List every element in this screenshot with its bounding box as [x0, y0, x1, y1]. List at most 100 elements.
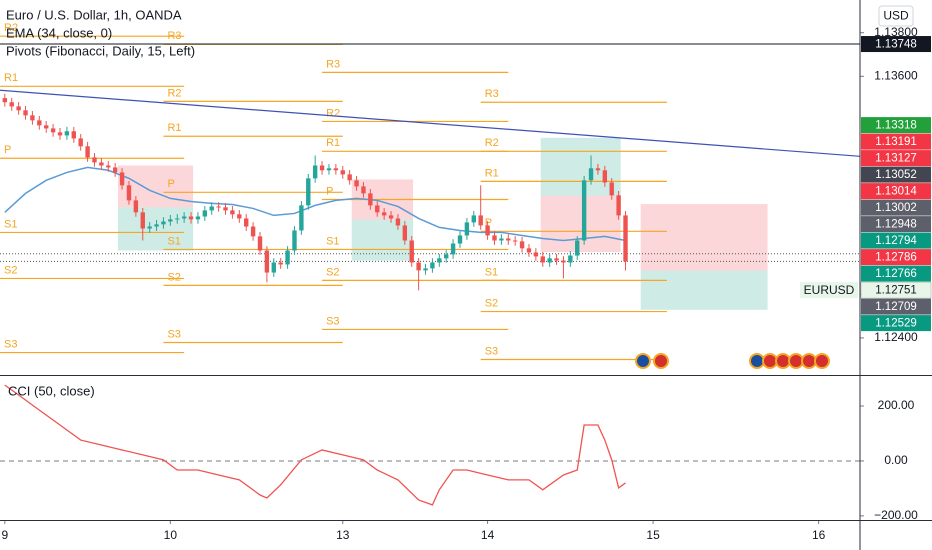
- price-tag: [861, 315, 931, 332]
- candle-body: [547, 258, 552, 263]
- candle-body: [299, 205, 304, 231]
- price-tag-label: 1.13127: [875, 153, 917, 165]
- price-tag: [861, 249, 931, 266]
- candle-body: [9, 102, 14, 107]
- candle-body: [533, 252, 539, 257]
- pivot-label: R2: [485, 137, 499, 149]
- pivot-label: R1: [326, 137, 340, 149]
- event-icon[interactable]: [762, 353, 778, 369]
- candle-body: [78, 138, 83, 147]
- cci-legend: CCI (50, close): [8, 383, 95, 398]
- cci-pane: −200.00 0.00 200.00: [0, 384, 918, 522]
- price-tag: [861, 265, 931, 282]
- price-tag-label: 1.13748: [875, 39, 917, 51]
- price-tag-label: 1.12766: [875, 268, 917, 280]
- pivot-label: R2: [4, 22, 18, 34]
- candle-body: [616, 195, 621, 216]
- candle-body: [347, 174, 352, 181]
- candle-body: [133, 200, 139, 213]
- candle-body: [561, 260, 566, 263]
- y-tick-label: 0.00: [884, 453, 908, 467]
- candle-body: [423, 268, 428, 271]
- candle-body: [319, 165, 325, 171]
- event-icon[interactable]: [814, 353, 830, 369]
- pivot-label: S1: [326, 235, 339, 247]
- price-tag-label: 1.13002: [875, 202, 917, 214]
- price-pane: R2 R1 P S1 S2 S3 R3 R2 R1 P S1 S2 S3 R3 R2 R1 P S1 S2 S3 R3 R…: [0, 22, 864, 524]
- pivot-label: S3: [485, 345, 498, 357]
- pivot-label: R1: [167, 122, 181, 134]
- event-icon[interactable]: [653, 353, 669, 369]
- candle-body: [437, 258, 442, 263]
- pivot-label: S1: [4, 218, 17, 230]
- candle-body: [506, 238, 511, 241]
- candle-body: [409, 240, 414, 263]
- candle-body: [395, 218, 401, 226]
- candle-body: [519, 241, 525, 249]
- candle-body: [50, 128, 56, 133]
- candle-body: [230, 210, 235, 215]
- position-lower-zone: [117, 207, 194, 251]
- price-tag: [861, 133, 931, 150]
- x-tick-label: 16: [812, 528, 826, 542]
- pivot-label: S3: [167, 328, 180, 340]
- candle-body: [492, 235, 497, 241]
- event-icon[interactable]: [749, 353, 765, 369]
- candle-body: [354, 180, 359, 187]
- candle-body: [526, 248, 532, 253]
- candle-body: [450, 243, 456, 255]
- candle-body: [457, 235, 463, 244]
- candle-body: [257, 236, 263, 251]
- candle-body: [44, 125, 49, 129]
- candle-body: [175, 218, 180, 220]
- candle-body: [595, 168, 601, 171]
- x-tick-label: 9: [1, 528, 8, 542]
- event-icon[interactable]: [788, 353, 804, 369]
- pivot-label: P: [4, 144, 11, 156]
- candle-body: [99, 162, 104, 166]
- candle-body: [278, 262, 283, 265]
- x-tick-label: 14: [481, 528, 495, 542]
- candle-body: [340, 170, 345, 175]
- indicator-legend: Pivots (Fibonacci, Daily, 15, Left): [6, 43, 195, 58]
- candle-body: [264, 250, 270, 273]
- price-tag-label: 1.13318: [875, 120, 917, 132]
- candle-body: [333, 168, 339, 171]
- candle-body: [119, 172, 125, 186]
- pivot-label: R2: [326, 107, 340, 119]
- candle-body: [250, 226, 256, 237]
- candle-body: [271, 262, 276, 273]
- price-tag: [861, 199, 931, 216]
- price-tag: [861, 166, 931, 183]
- candle-body: [368, 193, 373, 206]
- price-tag: [861, 36, 931, 53]
- event-icon[interactable]: [801, 353, 817, 369]
- candle-body: [375, 205, 380, 213]
- y-tick-label: 1.13600: [874, 68, 918, 82]
- candle-body: [478, 215, 483, 226]
- candle-body: [402, 225, 408, 241]
- pivot-label: S2: [4, 264, 17, 276]
- event-icon[interactable]: [775, 353, 791, 369]
- candle-body: [444, 254, 449, 259]
- overlay: USD Euro / U.S. Dollar, 1h, OANDA EMA (3…: [1, 5, 932, 542]
- candle-body: [126, 185, 132, 201]
- currency-label: USD: [883, 9, 909, 23]
- price-tag-label: 1.12529: [875, 318, 917, 330]
- candle-body: [499, 238, 504, 241]
- candle-body: [154, 224, 159, 227]
- price-tag: [861, 298, 931, 315]
- candle-body: [285, 250, 290, 265]
- candle-body: [161, 221, 166, 225]
- position-lower-zone: [540, 195, 621, 253]
- pivot-label: R3: [485, 88, 499, 100]
- y-tick-label: 200.00: [878, 398, 915, 412]
- currency-button[interactable]: [878, 5, 914, 27]
- event-icon[interactable]: [635, 353, 651, 369]
- candle-body: [23, 110, 28, 116]
- candle-body: [326, 168, 332, 171]
- candle-body: [30, 115, 35, 121]
- candle-body: [188, 216, 194, 220]
- price-tag-label: 1.13191: [875, 136, 917, 148]
